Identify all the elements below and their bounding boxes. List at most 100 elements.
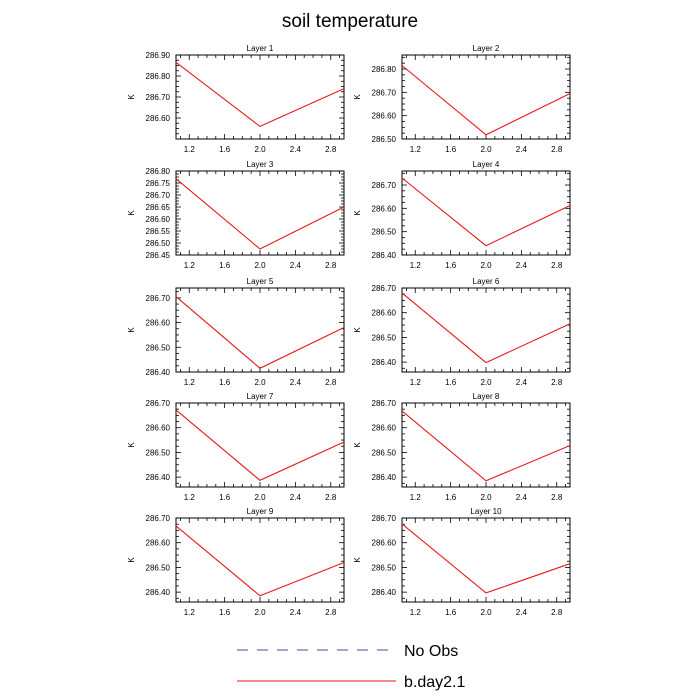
x-tick-label: 1.2 bbox=[410, 608, 422, 617]
y-tick-label: 286.60 bbox=[146, 215, 171, 224]
y-tick-label: 286.60 bbox=[372, 112, 397, 121]
x-tick-label: 1.6 bbox=[219, 261, 231, 270]
y-tick-label: 286.45 bbox=[146, 251, 171, 260]
y-tick-label: 286.50 bbox=[146, 239, 171, 248]
panel-layer-7: Layer 7 K 1.2 1.6 2.0 2.4 2.8 286.40 286.50 286.6… bbox=[127, 392, 345, 502]
x-tick-label: 2.4 bbox=[516, 145, 528, 154]
y-tick-label: 286.60 bbox=[372, 424, 397, 433]
series-line-b-day2-1 bbox=[401, 177, 571, 247]
y-tick-label: 286.70 bbox=[146, 294, 171, 303]
panel-layer-1: Layer 1 K 1.2 1.6 2.0 2.4 2.8 286.60 286.70 286.8… bbox=[127, 44, 345, 154]
chart-title: soil temperature bbox=[282, 11, 418, 32]
y-tick-label: 286.70 bbox=[372, 514, 397, 523]
series-line-b-day2-1 bbox=[401, 292, 571, 364]
y-tick-label: 286.80 bbox=[146, 167, 171, 176]
x-tick-label: 2.4 bbox=[290, 493, 302, 502]
x-tick-label: 1.6 bbox=[219, 378, 231, 387]
x-tick-label: 2.0 bbox=[480, 608, 492, 617]
x-tick-label: 1.2 bbox=[410, 378, 422, 387]
plot-frame bbox=[175, 402, 345, 488]
x-tick-label: 2.0 bbox=[480, 378, 492, 387]
x-tick-label: 1.6 bbox=[445, 493, 457, 502]
y-axis-label: K bbox=[127, 327, 136, 333]
x-tick-label: 2.0 bbox=[480, 145, 492, 154]
y-tick-label: 286.40 bbox=[146, 368, 171, 377]
series-line-b-day2-1 bbox=[401, 410, 571, 482]
legend-label: No Obs bbox=[404, 643, 458, 660]
x-tick-label: 1.6 bbox=[219, 493, 231, 502]
series-line-b-day2-1 bbox=[401, 523, 571, 594]
y-tick-label: 286.70 bbox=[146, 399, 171, 408]
plot-frame bbox=[175, 170, 345, 256]
x-tick-label: 1.2 bbox=[410, 493, 422, 502]
plot-frame bbox=[175, 287, 345, 373]
y-axis-label: K bbox=[127, 442, 136, 448]
plot-frame bbox=[401, 517, 571, 603]
series-line-b-day2-1 bbox=[175, 525, 345, 597]
plot-frame bbox=[401, 170, 571, 256]
y-tick-label: 286.90 bbox=[146, 51, 171, 60]
x-tick-label: 1.2 bbox=[184, 608, 196, 617]
legend-item-1: No Obs bbox=[237, 643, 458, 660]
panel-layer-8: Layer 8 K 1.2 1.6 2.0 2.4 2.8 286.40 286.50 286.6… bbox=[353, 392, 571, 502]
x-tick-label: 2.8 bbox=[551, 378, 563, 387]
y-tick-label: 286.40 bbox=[372, 473, 397, 482]
x-tick-label: 2.0 bbox=[254, 145, 266, 154]
panel-title: Layer 8 bbox=[473, 392, 500, 401]
y-tick-label: 286.50 bbox=[372, 135, 397, 144]
x-tick-label: 1.6 bbox=[445, 261, 457, 270]
y-tick-label: 286.75 bbox=[146, 179, 171, 188]
y-axis-label: K bbox=[353, 442, 362, 448]
y-tick-label: 286.80 bbox=[372, 65, 397, 74]
x-tick-label: 1.6 bbox=[445, 608, 457, 617]
x-tick-label: 1.2 bbox=[410, 145, 422, 154]
y-tick-label: 286.70 bbox=[372, 284, 397, 293]
panel-title: Layer 10 bbox=[470, 507, 502, 516]
y-tick-label: 286.50 bbox=[146, 563, 171, 572]
panel-layer-9: Layer 9 K 1.2 1.6 2.0 2.4 2.8 286.40 286.50 286.6… bbox=[127, 507, 345, 617]
x-tick-label: 2.0 bbox=[254, 261, 266, 270]
y-axis-label: K bbox=[127, 210, 136, 216]
plot-frame bbox=[401, 54, 571, 140]
y-tick-label: 286.50 bbox=[372, 563, 397, 572]
x-tick-label: 2.0 bbox=[480, 493, 492, 502]
panel-title: Layer 1 bbox=[247, 44, 274, 53]
y-tick-label: 286.40 bbox=[372, 588, 397, 597]
y-tick-label: 286.60 bbox=[372, 204, 397, 213]
y-tick-label: 286.40 bbox=[146, 473, 171, 482]
y-tick-label: 286.50 bbox=[372, 228, 397, 237]
panel-layer-6: Layer 6 K 1.2 1.6 2.0 2.4 2.8 286.40 286.50 286.6… bbox=[353, 277, 571, 387]
y-tick-label: 286.60 bbox=[146, 319, 171, 328]
y-tick-label: 286.70 bbox=[372, 88, 397, 97]
x-tick-label: 1.6 bbox=[445, 378, 457, 387]
y-tick-label: 286.50 bbox=[372, 333, 397, 342]
x-tick-label: 2.4 bbox=[290, 608, 302, 617]
x-tick-label: 2.8 bbox=[325, 261, 337, 270]
x-tick-label: 2.8 bbox=[551, 493, 563, 502]
y-axis-label: K bbox=[353, 94, 362, 100]
x-tick-label: 1.2 bbox=[184, 261, 196, 270]
series-line-b-day2-1 bbox=[175, 296, 345, 369]
plot-frame bbox=[401, 402, 571, 488]
y-tick-label: 286.55 bbox=[146, 227, 171, 236]
panel-layer-10: Layer 10 K 1.2 1.6 2.0 2.4 2.8 286.40 286.50 286.… bbox=[353, 507, 571, 617]
y-axis-label: K bbox=[353, 327, 362, 333]
y-tick-label: 286.50 bbox=[146, 343, 171, 352]
x-tick-label: 2.8 bbox=[325, 145, 337, 154]
y-tick-label: 286.40 bbox=[372, 251, 397, 260]
legend-label: b.day2.1 bbox=[404, 674, 465, 691]
series-line-b-day2-1 bbox=[175, 178, 345, 250]
legend: No Obs b.day2.1 bbox=[237, 643, 465, 691]
y-tick-label: 286.70 bbox=[372, 181, 397, 190]
y-tick-label: 286.70 bbox=[146, 93, 171, 102]
x-tick-label: 1.6 bbox=[219, 608, 231, 617]
y-tick-label: 286.60 bbox=[146, 539, 171, 548]
x-tick-label: 2.4 bbox=[290, 145, 302, 154]
y-tick-label: 286.70 bbox=[372, 399, 397, 408]
y-axis-label: K bbox=[353, 557, 362, 563]
y-tick-label: 286.60 bbox=[372, 539, 397, 548]
panel-title: Layer 7 bbox=[247, 392, 274, 401]
y-tick-label: 286.60 bbox=[146, 424, 171, 433]
x-tick-label: 2.4 bbox=[516, 378, 528, 387]
panel-layer-4: Layer 4 K 1.2 1.6 2.0 2.4 2.8 286.40 286.50 286.6… bbox=[353, 160, 571, 270]
